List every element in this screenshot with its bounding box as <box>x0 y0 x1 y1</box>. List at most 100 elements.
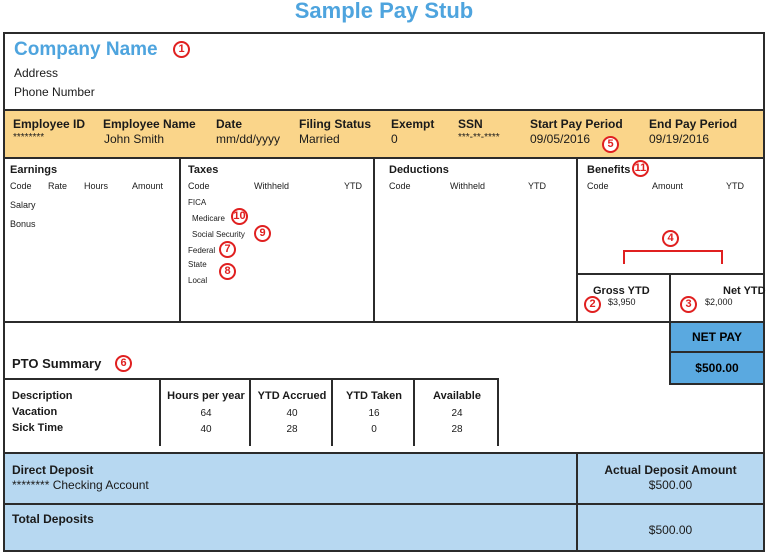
taxes-row-local: Local <box>188 276 208 285</box>
total-deposits-title: Total Deposits <box>12 512 94 526</box>
earnings-row-bonus: Bonus <box>10 219 36 229</box>
taxes-row-federal: Federal <box>188 246 216 255</box>
employee-id-col: Employee ID ******** <box>13 117 85 143</box>
employee-id-label: Employee ID <box>13 117 86 131</box>
benefits-header-code: Code <box>587 181 609 191</box>
actual-deposit-amount-value: $500.00 <box>648 478 693 492</box>
exempt-col: Exempt 0 <box>391 117 434 146</box>
start-pay-period-col: Start Pay Period 09/05/2016 <box>530 117 623 146</box>
ssn-label: SSN <box>458 117 483 131</box>
divider <box>179 157 181 321</box>
ssn-col: SSN ***-**-**** <box>458 117 500 143</box>
taxes-row-fica: FICA <box>188 198 207 207</box>
pto-row-vacation-taken: 16 <box>368 408 380 419</box>
pto-header-ytd-accrued: YTD Accrued <box>257 390 327 402</box>
pto-header-description: Description <box>12 390 73 402</box>
marker-2: 2 <box>584 296 601 313</box>
employee-info-band: Employee ID ******** Employee Name John … <box>5 111 763 157</box>
pto-row-sick-hours: 40 <box>200 424 212 435</box>
exempt-value: 0 <box>391 132 398 146</box>
filing-status-label: Filing Status <box>299 117 371 131</box>
start-pay-period-label: Start Pay Period <box>530 117 623 131</box>
marker-7: 7 <box>219 241 236 258</box>
employee-name-label: Employee Name <box>103 117 196 131</box>
taxes-header-withheld: Withheld <box>254 181 290 191</box>
marker-4: 4 <box>662 230 679 247</box>
direct-deposit-account: ******** Checking Account <box>12 478 149 492</box>
pto-row-sick-accrued: 28 <box>286 424 298 435</box>
taxes-header-code: Code <box>188 181 210 191</box>
date-col: Date mm/dd/yyyy <box>216 117 280 146</box>
ytd-bracket <box>623 250 723 264</box>
employee-name-value: John Smith <box>104 132 165 146</box>
taxes-row-state: State <box>188 260 207 269</box>
exempt-label: Exempt <box>391 117 435 131</box>
end-pay-period-col: End Pay Period 09/19/2016 <box>649 117 737 146</box>
divider <box>159 378 161 446</box>
benefits-title: Benefits <box>587 164 631 176</box>
marker-10: 10 <box>231 208 248 225</box>
taxes-row-medicare: Medicare <box>192 214 225 223</box>
divider <box>576 452 578 550</box>
divider <box>249 378 251 446</box>
earnings-header-hours: Hours <box>84 181 109 191</box>
company-address: Address <box>14 66 59 80</box>
employee-id-value: ******** <box>13 132 45 143</box>
date-value: mm/dd/yyyy <box>216 132 281 146</box>
marker-8: 8 <box>219 263 236 280</box>
net-pay-label: NET PAY <box>669 321 765 353</box>
benefits-header-amount: Amount <box>652 181 684 191</box>
total-deposits-amount: $500.00 <box>648 523 693 537</box>
earnings-title: Earnings <box>10 164 58 176</box>
earnings-header-rate: Rate <box>48 181 68 191</box>
pto-row-vacation-accrued: 40 <box>286 408 298 419</box>
earnings-header-amount: Amount <box>132 181 164 191</box>
pto-header-hours-per-year: Hours per year <box>167 390 245 402</box>
date-label: Date <box>216 117 243 131</box>
marker-6: 6 <box>115 355 132 372</box>
company-phone: Phone Number <box>14 85 95 99</box>
pay-stub: Company Name 1 Address Phone Number Empl… <box>3 32 766 552</box>
deposit-section <box>5 454 763 550</box>
end-pay-period-label: End Pay Period <box>649 117 738 131</box>
marker-3: 3 <box>680 296 697 313</box>
pto-row-vacation-hours: 64 <box>200 408 212 419</box>
pto-header-ytd-taken: YTD Taken <box>345 390 403 402</box>
gross-ytd-label: Gross YTD <box>593 285 650 297</box>
marker-1: 1 <box>173 41 190 58</box>
pto-row-sick-label: Sick Time <box>12 422 64 434</box>
ssn-value: ***-**-**** <box>458 132 500 143</box>
taxes-row-social-security: Social Security <box>192 230 245 239</box>
pto-header-available: Available <box>433 390 481 402</box>
earnings-row-salary: Salary <box>10 200 36 210</box>
marker-11: 11 <box>632 160 649 177</box>
benefits-header-ytd: YTD <box>726 181 744 191</box>
pto-row-sick-available: 28 <box>451 424 463 435</box>
divider <box>576 157 578 321</box>
pto-row-vacation-available: 24 <box>451 408 463 419</box>
net-pay-value: $500.00 <box>669 351 765 385</box>
net-ytd-label: Net YTD <box>723 285 766 297</box>
pto-summary-title: PTO Summary <box>12 356 102 371</box>
marker-9: 9 <box>254 225 271 242</box>
divider <box>413 378 415 446</box>
end-pay-period-value: 09/19/2016 <box>649 132 710 146</box>
deductions-header-ytd: YTD <box>528 181 546 191</box>
divider <box>497 378 499 446</box>
divider <box>5 503 763 505</box>
filing-status-col: Filing Status Married <box>299 117 371 146</box>
deductions-header-code: Code <box>389 181 411 191</box>
divider <box>5 321 763 323</box>
employee-name-col: Employee Name John Smith <box>103 117 196 146</box>
direct-deposit-title: Direct Deposit <box>12 463 94 477</box>
divider <box>331 378 333 446</box>
marker-5: 5 <box>602 136 619 153</box>
deductions-header-withheld: Withheld <box>450 181 486 191</box>
divider <box>5 452 763 454</box>
actual-deposit-amount-label: Actual Deposit Amount <box>604 463 737 477</box>
pto-row-vacation-label: Vacation <box>12 406 58 418</box>
divider <box>669 273 671 321</box>
filing-status-value: Married <box>299 132 340 146</box>
taxes-title: Taxes <box>188 164 219 176</box>
start-pay-period-value: 09/05/2016 <box>530 132 591 146</box>
